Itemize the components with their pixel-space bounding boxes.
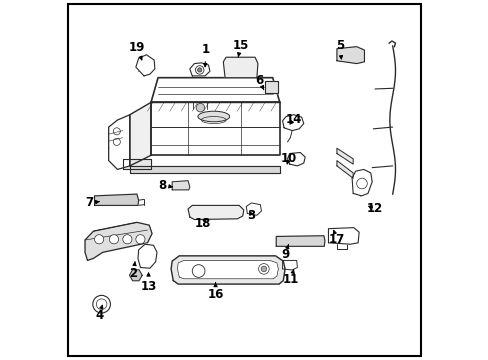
Polygon shape	[188, 206, 244, 220]
Polygon shape	[130, 102, 151, 166]
Polygon shape	[287, 153, 305, 166]
Text: 3: 3	[247, 209, 255, 222]
Circle shape	[293, 157, 297, 161]
Text: 18: 18	[194, 217, 211, 230]
Text: 7: 7	[85, 197, 99, 210]
Text: 6: 6	[255, 74, 263, 90]
Circle shape	[109, 235, 118, 244]
Polygon shape	[94, 194, 139, 206]
Circle shape	[197, 68, 202, 72]
Polygon shape	[129, 270, 142, 281]
Text: 14: 14	[285, 113, 302, 126]
Text: 12: 12	[366, 202, 383, 215]
Polygon shape	[336, 47, 364, 64]
Text: 16: 16	[207, 283, 224, 301]
Polygon shape	[336, 161, 352, 178]
Polygon shape	[189, 63, 209, 76]
Polygon shape	[276, 236, 324, 246]
Polygon shape	[108, 115, 130, 170]
Text: 8: 8	[158, 179, 172, 192]
Text: 2: 2	[129, 261, 137, 280]
Polygon shape	[282, 115, 303, 131]
Circle shape	[93, 295, 110, 313]
Ellipse shape	[198, 111, 229, 122]
Polygon shape	[172, 181, 189, 190]
Text: 9: 9	[281, 245, 289, 261]
Circle shape	[122, 235, 132, 244]
Text: 10: 10	[280, 152, 296, 165]
Text: 1: 1	[201, 43, 209, 67]
Polygon shape	[171, 256, 285, 284]
Polygon shape	[85, 222, 152, 260]
Text: 4: 4	[95, 305, 103, 322]
Text: 15: 15	[232, 39, 249, 57]
Polygon shape	[282, 260, 297, 270]
Circle shape	[196, 103, 204, 112]
Polygon shape	[138, 244, 157, 268]
Circle shape	[136, 235, 145, 244]
Polygon shape	[264, 81, 278, 93]
Text: 13: 13	[140, 273, 156, 293]
Circle shape	[192, 265, 204, 277]
Polygon shape	[246, 203, 261, 215]
Polygon shape	[122, 159, 151, 170]
Polygon shape	[351, 170, 371, 196]
Polygon shape	[151, 78, 279, 102]
Polygon shape	[136, 55, 155, 76]
Circle shape	[258, 264, 269, 274]
Polygon shape	[177, 260, 278, 279]
Circle shape	[261, 266, 266, 272]
Text: 5: 5	[335, 40, 343, 59]
Polygon shape	[328, 228, 358, 244]
Text: 17: 17	[328, 230, 345, 247]
Circle shape	[94, 235, 103, 244]
Polygon shape	[223, 57, 257, 78]
Text: 11: 11	[283, 270, 299, 286]
Polygon shape	[130, 166, 279, 173]
Polygon shape	[336, 148, 352, 164]
Text: 19: 19	[129, 41, 145, 60]
Polygon shape	[151, 102, 279, 155]
